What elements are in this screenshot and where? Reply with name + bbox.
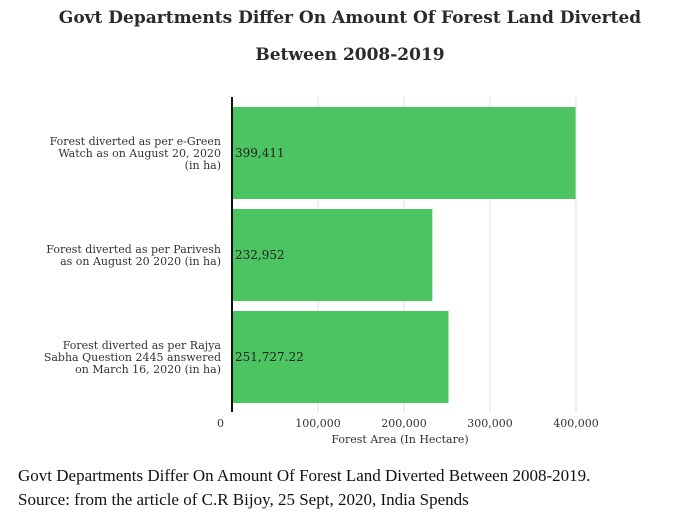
category-label-line: Forest diverted as per Rajya	[63, 339, 222, 352]
bar	[232, 311, 449, 403]
category-label-line: on March 16, 2020 (in ha)	[75, 363, 221, 376]
bar	[232, 107, 576, 199]
category-label-line: as on August 20 2020 (in ha)	[60, 255, 221, 268]
category-label: Forest diverted as per Rajya Sabha Questi…	[44, 339, 222, 376]
value-labels: 399,411 232,952 251,727.22	[235, 146, 304, 364]
category-labels: Forest diverted as per e-Green Watch as o…	[44, 135, 222, 376]
figure-source: Source: from the article of C.R Bijoy, 2…	[18, 490, 469, 509]
figure-caption: Govt Departments Differ On Amount Of For…	[18, 466, 591, 485]
x-tick-label: 400,000	[553, 417, 599, 430]
value-label: 251,727.22	[235, 350, 304, 364]
x-tick-label: 0	[217, 417, 224, 430]
chart-title-line-2: Between 2008-2019	[255, 45, 445, 65]
category-label-line: Watch as on August 20, 2020	[58, 147, 221, 160]
category-label: Forest diverted as per e-Green Watch as o…	[50, 135, 221, 172]
bars	[232, 107, 576, 403]
value-label: 232,952	[235, 248, 285, 262]
x-axis-title: Forest Area (In Hectare)	[331, 433, 468, 446]
value-label: 399,411	[235, 146, 285, 160]
category-label: Forest diverted as per Parivesh as on Aug…	[46, 243, 221, 268]
bar	[232, 209, 433, 301]
chart-title-line-1: Govt Departments Differ On Amount Of For…	[58, 8, 642, 28]
category-label-line: (in ha)	[185, 159, 221, 172]
x-tick-label: 100,000	[295, 417, 341, 430]
category-label-line: Forest diverted as per e-Green	[50, 135, 221, 148]
category-label-line: Forest diverted as per Parivesh	[46, 243, 221, 256]
bar-chart: Forest diverted as per e-Green Watch as o…	[44, 97, 599, 446]
x-tick-label: 200,000	[381, 417, 427, 430]
x-tick-label: 300,000	[467, 417, 513, 430]
category-label-line: Sabha Question 2445 answered	[44, 351, 221, 364]
x-tick-labels: 0 100,000 200,000 300,000 400,000	[217, 417, 599, 430]
